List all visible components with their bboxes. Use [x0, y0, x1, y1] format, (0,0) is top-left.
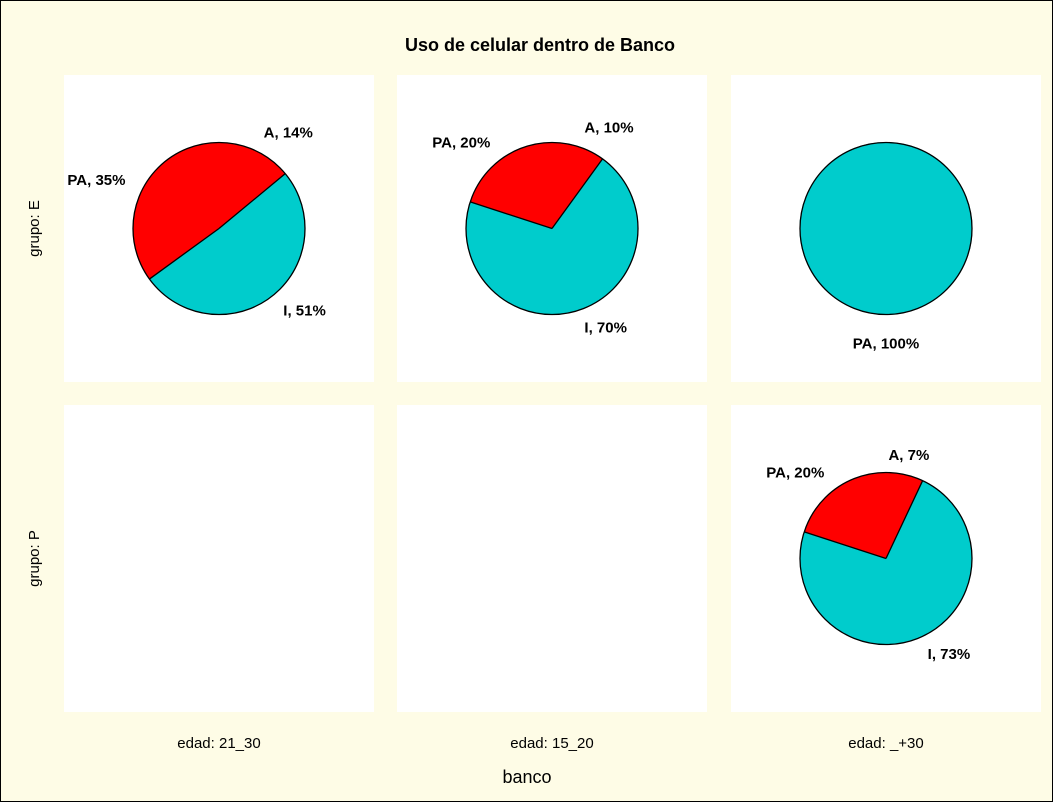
slice-border — [218, 173, 286, 230]
slice-border — [551, 158, 604, 229]
data-label: A, 10% — [584, 120, 633, 137]
data-label: A, 7% — [888, 447, 929, 464]
pie-outline — [799, 471, 973, 646]
data-label: PA, 20% — [766, 465, 824, 482]
data-label: PA, 20% — [432, 135, 490, 152]
pie-slice — [799, 142, 973, 315]
slice-border — [149, 227, 220, 280]
panel — [64, 405, 374, 712]
x-axis-label: banco — [502, 767, 551, 787]
row-label: grupo: P — [26, 530, 43, 587]
data-label: I, 73% — [928, 646, 971, 663]
row-label: grupo: E — [26, 200, 43, 257]
pie-outline — [132, 141, 306, 316]
pie-outline — [799, 141, 973, 316]
data-label: I, 70% — [584, 319, 627, 336]
data-label: PA, 100% — [853, 336, 919, 353]
slice-border — [804, 531, 887, 560]
chart-title: Uso de celular dentro de Banco — [405, 35, 675, 55]
data-label: A, 14% — [264, 125, 313, 142]
slice-border — [470, 201, 553, 230]
pie-outline — [465, 141, 639, 316]
data-label: I, 51% — [283, 302, 326, 319]
column-label: edad: _+30 — [848, 735, 924, 752]
column-label: edad: 15_20 — [510, 735, 593, 752]
data-label: PA, 35% — [67, 172, 125, 189]
column-label: edad: 21_30 — [177, 735, 260, 752]
slice-border — [885, 480, 924, 559]
panel — [397, 405, 707, 712]
